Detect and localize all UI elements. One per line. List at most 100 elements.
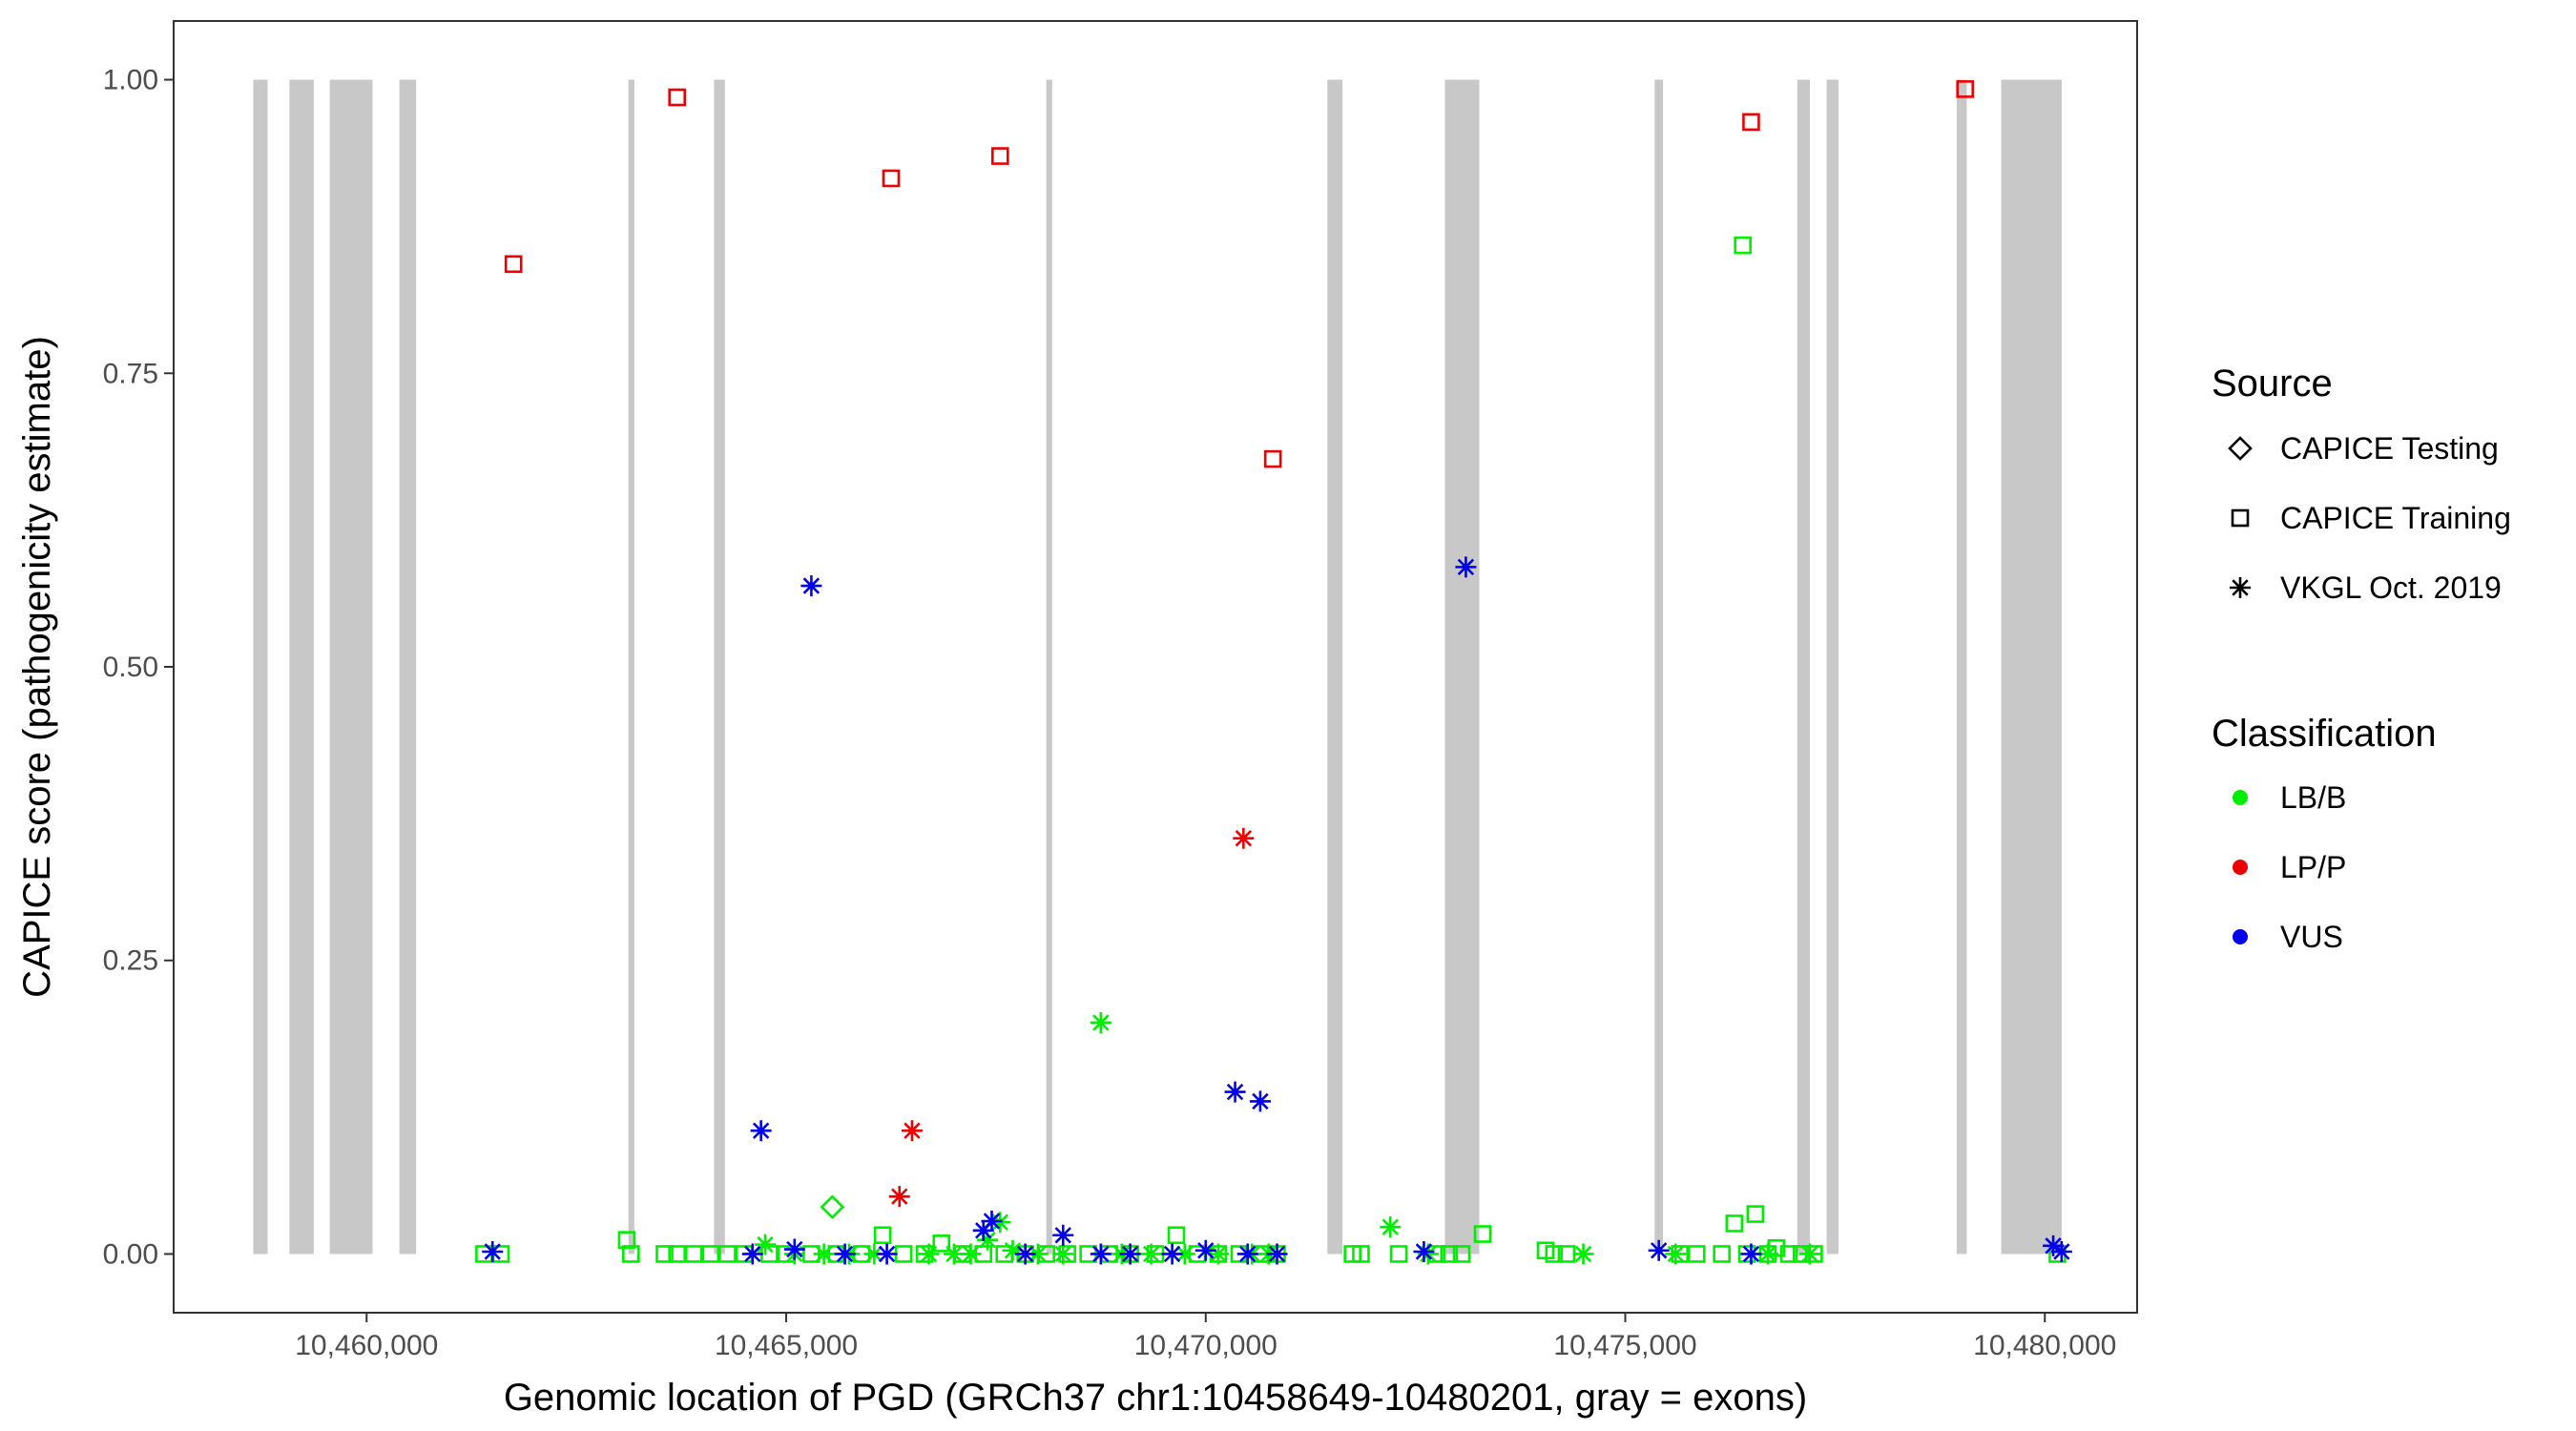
data-point	[1779, 1245, 1798, 1263]
data-point	[1002, 1239, 1024, 1261]
legend-source-key	[2231, 508, 2250, 528]
data-point	[1090, 1011, 1111, 1033]
exon-band	[1826, 79, 1839, 1255]
data-point	[1452, 1245, 1471, 1263]
data-point	[1455, 556, 1477, 578]
data-point	[1233, 827, 1255, 849]
data-point	[1174, 1243, 1195, 1265]
exon-band	[1956, 79, 1967, 1255]
y-tick-label: 0.75	[103, 358, 158, 389]
data-point	[1266, 1243, 1288, 1265]
data-point	[1140, 1243, 1162, 1265]
data-point	[863, 1243, 885, 1265]
data-point	[1473, 1225, 1492, 1243]
data-point	[1665, 1243, 1687, 1265]
exon-band	[714, 79, 725, 1255]
data-point	[668, 88, 686, 107]
y-axis-title: CAPICE score (pathogenicity estimate)	[16, 336, 58, 998]
data-point	[882, 169, 901, 188]
data-point	[876, 1243, 898, 1265]
data-point	[990, 147, 1009, 165]
exon-band	[2001, 79, 2062, 1255]
data-point	[1352, 1245, 1370, 1263]
data-point	[943, 1243, 965, 1265]
data-point	[655, 1245, 674, 1263]
y-tick-label: 1.00	[103, 65, 158, 96]
data-point	[1249, 1090, 1271, 1112]
data-point	[1572, 1243, 1594, 1265]
legend-classification-label: LB/B	[2280, 780, 2346, 815]
legend-classification: Classification LB/B LP/P VUS	[2212, 713, 2437, 954]
x-tick-label: 10,460,000	[295, 1330, 438, 1361]
y-tick-label: 0.25	[103, 945, 158, 977]
data-point	[981, 1210, 1003, 1232]
data-points	[475, 80, 2072, 1265]
data-point	[718, 1245, 737, 1263]
x-axis: 10,460,000 10,465,000 10,470,000 10,475,000…	[295, 1313, 2116, 1361]
data-point	[2050, 1240, 2072, 1262]
data-point	[1263, 449, 1282, 468]
data-point	[1799, 1243, 1820, 1265]
data-point	[873, 1226, 892, 1245]
legend-classification-key	[2233, 929, 2248, 944]
data-point	[1090, 1243, 1111, 1265]
data-point	[1052, 1224, 1074, 1246]
y-tick-label: 0.00	[103, 1238, 158, 1270]
data-point	[834, 1243, 856, 1265]
data-point	[1687, 1245, 1706, 1263]
data-point	[1740, 1243, 1762, 1265]
data-point	[1648, 1239, 1670, 1261]
x-tick-label: 10,465,000	[715, 1330, 858, 1361]
data-point	[1167, 1226, 1186, 1245]
data-point	[800, 575, 822, 597]
data-point	[668, 1245, 686, 1263]
data-point	[1734, 236, 1752, 255]
data-point	[901, 1120, 923, 1142]
data-point	[1052, 1243, 1074, 1265]
data-point	[1236, 1243, 1258, 1265]
data-point	[482, 1240, 504, 1262]
data-point	[701, 1245, 720, 1263]
data-point	[918, 1243, 940, 1265]
data-point	[755, 1234, 777, 1255]
exon-band	[628, 79, 634, 1255]
exon-band	[1797, 79, 1810, 1255]
data-point	[1027, 1243, 1049, 1265]
data-point	[813, 1243, 835, 1265]
data-point	[1413, 1240, 1435, 1262]
data-point	[1545, 1245, 1564, 1263]
data-point	[1014, 1243, 1036, 1265]
x-tick-label: 10,470,000	[1134, 1330, 1278, 1361]
data-point	[1440, 1245, 1459, 1263]
exon-band	[1654, 79, 1664, 1255]
exon-band	[329, 79, 373, 1255]
data-point	[1956, 80, 1975, 98]
legend-classification-key	[2233, 790, 2248, 805]
data-point	[1119, 1243, 1141, 1265]
data-point	[783, 1238, 805, 1260]
legend-classification-label: LP/P	[2280, 850, 2346, 884]
legend-classification-key	[2233, 860, 2248, 875]
data-point	[1725, 1214, 1744, 1233]
data-point	[820, 1194, 845, 1220]
y-tick-label: 0.50	[103, 652, 158, 683]
data-point	[2043, 1234, 2065, 1256]
exon-band	[1444, 79, 1480, 1255]
exon-bands	[253, 79, 2062, 1255]
data-point	[1380, 1216, 1402, 1238]
legend-classification-label: VUS	[2280, 920, 2343, 954]
legend-source-title: Source	[2212, 363, 2333, 404]
data-point	[1195, 1239, 1216, 1261]
data-point	[977, 1229, 999, 1251]
data-point	[622, 1245, 640, 1263]
legend-source-key	[2230, 577, 2251, 598]
exon-band	[1327, 79, 1343, 1255]
legend-source-key	[2228, 436, 2253, 461]
data-point	[1389, 1245, 1408, 1263]
legend-source-label: CAPICE Training	[2280, 501, 2511, 535]
data-point	[932, 1234, 951, 1253]
exon-band	[253, 79, 268, 1255]
exon-band	[1046, 79, 1052, 1255]
